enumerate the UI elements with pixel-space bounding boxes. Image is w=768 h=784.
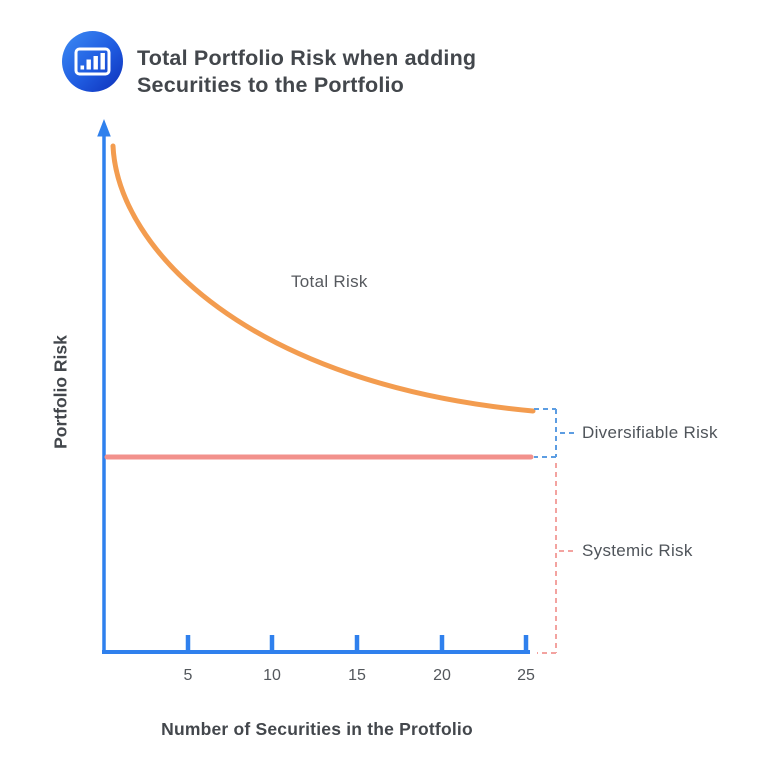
bar-chart-icon bbox=[74, 47, 111, 76]
diversifiable-risk-annotation: Diversifiable Risk bbox=[582, 423, 718, 442]
x-axis-label: Number of Securities in the Protfolio bbox=[161, 719, 473, 739]
systemic-risk-annotation: Systemic Risk bbox=[582, 541, 693, 560]
diversifiable-risk-bracket bbox=[534, 408, 575, 458]
bar-chart-logo bbox=[62, 31, 123, 92]
x-axis bbox=[102, 635, 530, 654]
x-tick-label-25: 25 bbox=[517, 667, 535, 684]
x-axis-ticks bbox=[185, 635, 529, 650]
y-axis-arrow-icon bbox=[97, 119, 111, 137]
y-axis bbox=[97, 119, 111, 654]
x-tick-label-10: 10 bbox=[263, 667, 281, 684]
y-axis-label: Portfolio Risk bbox=[50, 335, 71, 449]
x-tick-label-5: 5 bbox=[183, 667, 193, 684]
x-tick-label-20: 20 bbox=[433, 667, 451, 684]
total-risk-curve bbox=[110, 143, 536, 414]
total-risk-annotation: Total Risk bbox=[291, 272, 368, 291]
x-tick-label-15: 15 bbox=[348, 667, 366, 684]
figure-title: Total Portfolio Risk when adding Securit… bbox=[137, 46, 477, 98]
systemic-risk-bracket bbox=[537, 463, 575, 654]
